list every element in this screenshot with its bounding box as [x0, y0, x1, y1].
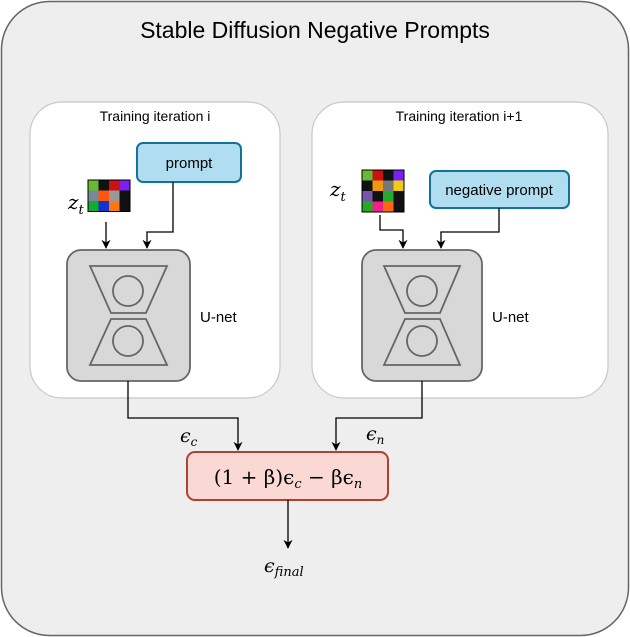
left-panel: Training iteration i zt prompt U-net	[29, 101, 281, 399]
prompt-box	[136, 142, 242, 183]
prompt-label: prompt	[166, 155, 214, 172]
left-unet-decoder-shape	[88, 318, 169, 366]
left-unet-decoder-circle	[112, 325, 144, 357]
latent-pixel	[109, 190, 120, 201]
latent-image-border	[361, 169, 405, 213]
left-panel-label: Training iteration i	[100, 108, 211, 124]
latent-pixel	[383, 180, 394, 191]
latent-pixel	[372, 191, 383, 202]
right-latent-symbol: zt	[329, 177, 347, 205]
latent-pixel	[119, 180, 130, 191]
latent-pixel	[383, 191, 394, 202]
latent-pixel	[109, 180, 120, 191]
negative-prompt-label: negative prompt	[445, 182, 553, 199]
right-unet-block	[361, 249, 483, 382]
edge-latent-to-right-unet	[379, 215, 408, 249]
left-unet-block	[66, 249, 191, 382]
latent-pixel	[88, 190, 99, 201]
edge-left-unet-to-formula	[127, 381, 243, 451]
latent-pixel	[109, 201, 120, 212]
latent-pixel	[362, 201, 373, 212]
left-unet-encoder-shape	[88, 265, 169, 314]
latent-pixel	[393, 170, 404, 181]
latent-pixel	[119, 190, 130, 201]
latent-pixel	[98, 180, 109, 191]
left-unet-encoder-circle	[112, 275, 144, 307]
latent-pixel	[393, 201, 404, 212]
eps-n-label: ϵn	[366, 423, 384, 447]
latent-pixel	[383, 201, 394, 212]
left-unet-box	[66, 249, 191, 382]
right-unet-box	[361, 249, 483, 382]
right-latent-image	[361, 169, 405, 213]
latent-pixel	[393, 180, 404, 191]
latent-pixel	[98, 201, 109, 212]
left-latent-image	[87, 179, 131, 212]
latent-pixel	[119, 201, 130, 212]
latent-pixel	[372, 201, 383, 212]
formula-text: (1 + β)ϵc − βϵn	[214, 465, 362, 492]
latent-pixel	[393, 191, 404, 202]
latent-pixel	[372, 170, 383, 181]
left-latent-symbol: zt	[67, 190, 85, 218]
right-unet-label: U-net	[492, 309, 530, 326]
eps-c-label: ϵc	[180, 425, 198, 449]
right-panel: Training iteration i+1 zt negative promp…	[311, 101, 609, 399]
latent-pixel	[88, 180, 99, 191]
right-unet-encoder-shape	[382, 265, 462, 314]
diagram-title: Stable Diffusion Negative Prompts	[140, 17, 490, 43]
left-unet-label: U-net	[200, 309, 238, 326]
right-unet-decoder-circle	[406, 325, 438, 357]
latent-pixel	[88, 201, 99, 212]
latent-pixel	[383, 170, 394, 181]
right-unet-encoder-circle	[406, 275, 438, 307]
latent-image-border	[87, 179, 131, 212]
latent-pixel	[362, 180, 373, 191]
eps-final-label: ϵfinal	[264, 555, 304, 580]
right-panel-label: Training iteration i+1	[396, 108, 523, 124]
latent-pixel	[372, 180, 383, 191]
edge-right-unet-to-formula	[331, 381, 423, 451]
latent-pixel	[362, 191, 373, 202]
right-unet-decoder-shape	[382, 318, 462, 366]
edge-prompt-to-left-unet	[142, 182, 174, 249]
latent-pixel	[362, 170, 373, 181]
latent-pixel	[98, 190, 109, 201]
edge-negative-prompt-to-right-unet	[436, 208, 500, 249]
